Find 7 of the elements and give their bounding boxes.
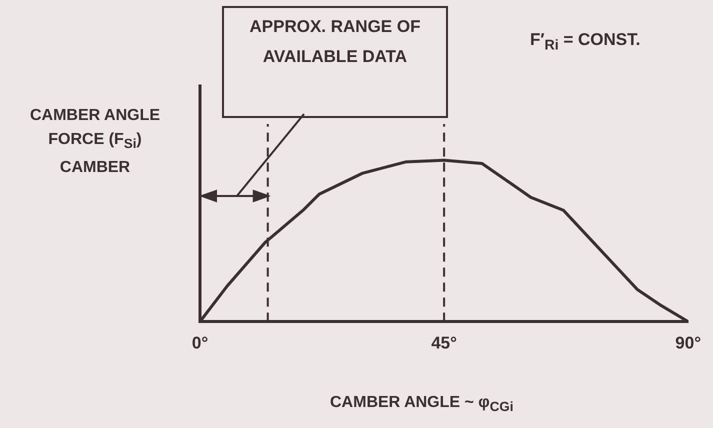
x-tick-label: 45° [431,333,458,352]
x-axis-title: CAMBER ANGLE ~ φ$_{CGi}$ [330,394,514,414]
text: F′$_{Ri}$ = CONST. [530,30,640,54]
text: APPROX. RANGE OF AVAILABLE DATA [222,6,448,118]
x-tick-label: 90° [675,333,702,352]
y-axis-title: CAMBER ANGLE FORCE (F$_{Si}$) CAMBER [28,106,162,178]
x-tick-label: 0° [192,333,208,352]
